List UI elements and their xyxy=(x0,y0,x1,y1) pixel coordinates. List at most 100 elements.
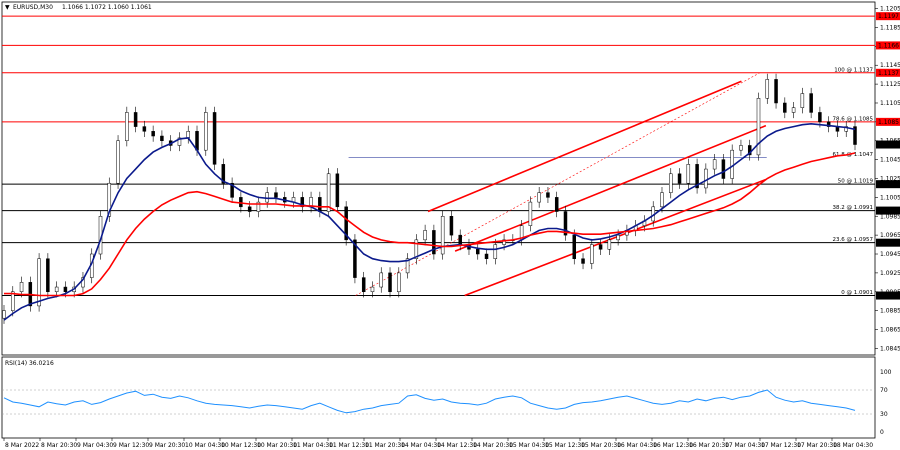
rsi-tick-label: 70 xyxy=(880,387,888,394)
price-level-tag-label: 1.1197 xyxy=(878,13,899,20)
price-level-tag xyxy=(876,180,900,189)
candle-body xyxy=(423,230,427,241)
candle-body xyxy=(361,277,366,293)
candle-body xyxy=(133,112,138,127)
price-tick-label: 1.1205 xyxy=(880,6,900,13)
candle-body xyxy=(344,206,348,241)
rsi-line xyxy=(3,389,856,414)
channel-line xyxy=(427,80,742,213)
price-tick-label: 1.1025 xyxy=(880,176,900,183)
candle-body xyxy=(274,192,278,198)
candle-body xyxy=(195,131,199,151)
candle-body xyxy=(46,258,50,293)
time-tick-label: 11 Mar 04:30 xyxy=(293,442,333,449)
candle-body xyxy=(230,182,234,198)
time-tick-label: 9 Mar 20:30 xyxy=(149,442,185,449)
candle-body xyxy=(739,145,743,151)
candle-body xyxy=(81,277,85,288)
price-tick-label: 1.0965 xyxy=(880,232,900,239)
candle-body xyxy=(221,164,226,184)
fib-level-label: 23.6 @ 1.0957 xyxy=(833,237,874,243)
candle-body xyxy=(704,168,708,189)
time-tick-label: 11 Mar 20:30 xyxy=(365,442,405,449)
candle-body xyxy=(774,79,778,104)
candle-body xyxy=(853,126,857,145)
candle-body xyxy=(212,112,217,165)
time-tick-label: 9 Mar 12:30 xyxy=(113,442,149,449)
candle-body xyxy=(300,197,305,208)
candle-body xyxy=(695,164,699,189)
trend-channels xyxy=(427,80,767,297)
candle-body xyxy=(449,216,454,236)
candle-body xyxy=(142,126,147,132)
candle-body xyxy=(388,272,392,293)
candle-body xyxy=(37,258,41,307)
price-level-tag xyxy=(876,12,900,21)
candle-body xyxy=(458,234,462,245)
candle-body xyxy=(326,173,331,212)
candle-body xyxy=(318,197,322,212)
candle-body xyxy=(756,98,761,156)
candle-body xyxy=(432,230,436,255)
time-tick-label: 10 Mar 20:30 xyxy=(257,442,297,449)
price-tick-label: 1.1125 xyxy=(880,81,900,88)
candle-body xyxy=(844,126,848,132)
fib-level-label: 100 @ 1.1137 xyxy=(834,67,873,73)
candle-body xyxy=(607,239,612,250)
channel-line xyxy=(454,124,767,252)
candle-body xyxy=(204,112,208,151)
candle-body xyxy=(598,244,603,250)
price-level-tag xyxy=(876,68,900,77)
candle-body xyxy=(791,107,796,113)
header-arrow: ▼ xyxy=(5,4,10,11)
price-level-tag-label: 1.1019 xyxy=(878,181,899,188)
candle-body xyxy=(730,149,734,179)
candle-body xyxy=(11,291,15,311)
fib-level-label: 38.2 @ 1.0991 xyxy=(833,205,874,211)
fib-level-label: 78.6 @ 1.1085 xyxy=(833,116,874,122)
time-tick-label: 17 Mar 12:30 xyxy=(761,442,801,449)
candle-body xyxy=(247,206,252,212)
candle-body xyxy=(765,79,770,99)
time-tick-label: 14 Mar 04:30 xyxy=(401,442,441,449)
price-tick-label: 1.0885 xyxy=(880,308,900,315)
moving-average-line xyxy=(3,122,856,321)
candle-body xyxy=(107,182,112,217)
price-tags: 1.11971.11661.11371.10851.10191.09911.09… xyxy=(876,12,900,300)
time-tick-label: 16 Mar 20:30 xyxy=(689,442,729,449)
candle-body xyxy=(116,140,120,184)
moving-averages xyxy=(3,122,856,321)
price-tick-label: 1.1185 xyxy=(880,24,900,31)
candle-body xyxy=(528,201,533,226)
time-tick-label: 16 Mar 12:30 xyxy=(653,442,693,449)
candle-body xyxy=(686,164,691,184)
price-tick-label: 1.0925 xyxy=(880,270,900,277)
candle-body xyxy=(590,244,594,264)
time-tick-label: 11 Mar 12:30 xyxy=(329,442,369,449)
price-level-tag-label: 1.0957 xyxy=(878,240,899,247)
price-level-tag-label: 1.1166 xyxy=(878,42,899,49)
rsi-label: RSI(14) 36.0216 xyxy=(5,360,54,367)
rsi-tick-label: 100 xyxy=(880,369,892,376)
candle-body xyxy=(572,234,577,259)
rsi-indicator: 100 70 30 0 xyxy=(2,369,892,436)
time-axis: 8 Mar 2022 8 Mar 20:30 9 Mar 04:30 9 Mar 12… xyxy=(3,438,873,449)
time-tick-label: 8 Mar 20:30 xyxy=(41,442,77,449)
fib-level-label: 61.8 @ 1.1047 xyxy=(833,152,874,158)
candle-body xyxy=(125,112,129,141)
candle-body xyxy=(370,286,375,293)
time-tick-label: 16 Mar 04:30 xyxy=(617,442,657,449)
candle-body xyxy=(712,159,717,170)
candle-body xyxy=(19,282,24,293)
rsi-panel xyxy=(1,356,876,439)
candle-body xyxy=(177,137,182,146)
price-level-tag xyxy=(876,238,900,247)
candle-body xyxy=(826,121,831,127)
symbol-label: EURUSD,M30 xyxy=(13,4,53,11)
candle-body xyxy=(554,197,559,212)
candle-body xyxy=(537,192,541,203)
time-tick-label: 14 Mar 12:30 xyxy=(437,442,477,449)
candle-body xyxy=(484,253,489,259)
rsi-tick-label: 30 xyxy=(880,411,888,418)
